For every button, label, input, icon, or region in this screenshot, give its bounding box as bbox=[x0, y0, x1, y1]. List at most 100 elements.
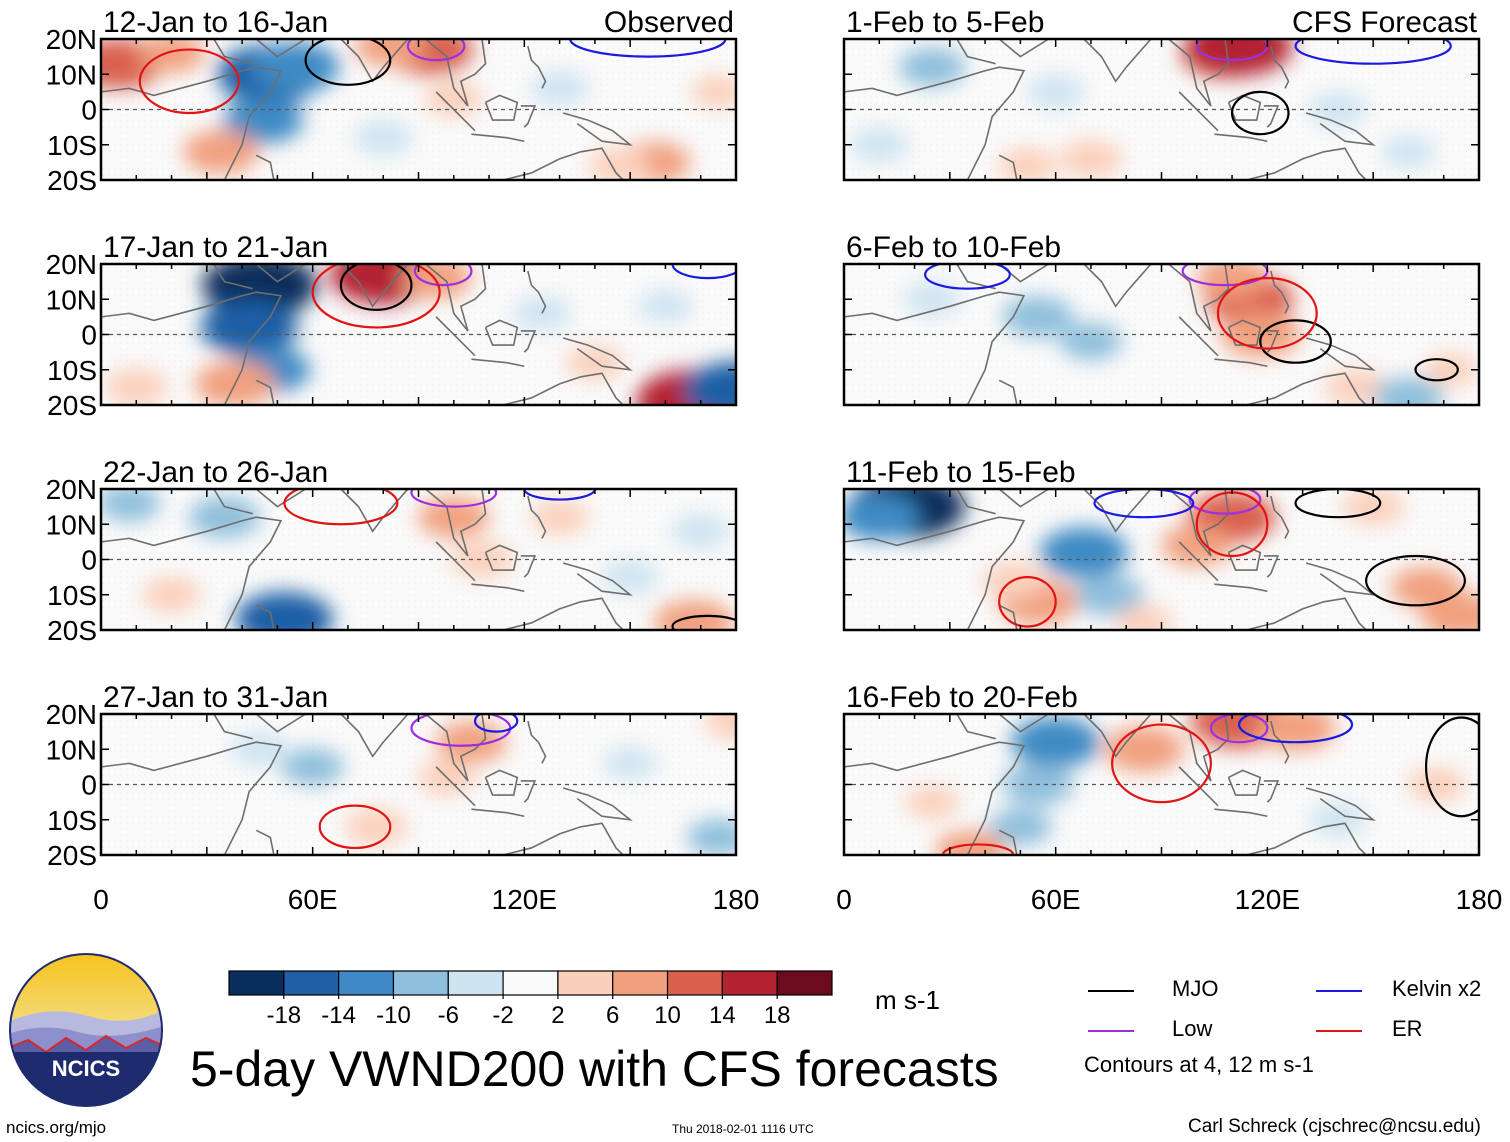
contour-lines bbox=[283, 489, 736, 630]
panel-4: 20N 10N 0 10S 20S 27-Jan to 31-Jan 0 60E 120E 180 bbox=[46, 681, 760, 915]
anomaly-blob bbox=[1026, 74, 1085, 110]
anomaly-blob bbox=[424, 81, 483, 117]
y-tick-label: 20N bbox=[46, 24, 97, 55]
anomaly-blob bbox=[1196, 264, 1268, 299]
y-tick-label: 20S bbox=[47, 840, 97, 871]
anomaly-blob bbox=[1002, 296, 1074, 338]
anomaly-blob bbox=[671, 513, 730, 549]
y-tick-label: 10S bbox=[47, 805, 97, 836]
colorbar-label: 2 bbox=[551, 1002, 564, 1029]
panel-title: 6-Feb to 10-Feb bbox=[846, 231, 1061, 264]
anomaly-blob bbox=[183, 129, 259, 174]
y-tick-label: 20N bbox=[46, 699, 97, 730]
anomaly-blob bbox=[704, 714, 736, 740]
contour-mjo bbox=[1424, 716, 1479, 818]
contour-er bbox=[311, 264, 441, 329]
anomaly-blob bbox=[435, 721, 508, 763]
panel-title: 17-Jan to 21-Jan bbox=[103, 231, 328, 264]
colorbar-swatch bbox=[447, 970, 504, 996]
y-tick-label: 10N bbox=[46, 59, 97, 90]
y-tick-label: 10N bbox=[46, 734, 97, 765]
anomaly-blob bbox=[1372, 377, 1445, 405]
colorbar-swatch bbox=[338, 970, 395, 996]
anomaly-blob bbox=[105, 368, 168, 405]
contour-mjo bbox=[304, 39, 392, 86]
contour-lines bbox=[941, 714, 1479, 855]
y-tick-label: 0 bbox=[81, 320, 97, 351]
contour-lines bbox=[311, 264, 736, 329]
anomaly-blob bbox=[142, 577, 201, 613]
colorbar-swatch bbox=[392, 970, 449, 996]
legend-label-low: Low bbox=[1172, 1016, 1213, 1041]
panel-title: 1-Feb to 5-Feb bbox=[846, 6, 1044, 39]
panel-1: 20N 10N 0 10S 20S 12-Jan to 16-Jan Observed bbox=[46, 6, 738, 196]
colorbar-label: -14 bbox=[321, 1002, 356, 1029]
anomaly-blob bbox=[998, 148, 1057, 180]
x-tick-label: 180 bbox=[1456, 884, 1503, 915]
anomaly-blob bbox=[903, 281, 962, 317]
panel-tag: CFS Forecast bbox=[1292, 6, 1478, 39]
contour-note: Contours at 4, 12 m s-1 bbox=[1084, 1052, 1314, 1077]
legend-line-mjo bbox=[1088, 990, 1134, 992]
x-tick-label: 60E bbox=[288, 884, 338, 915]
colorbar-swatch bbox=[283, 970, 340, 996]
contour-mjo bbox=[1259, 319, 1332, 364]
contour-er bbox=[318, 804, 392, 850]
contour-er bbox=[283, 489, 399, 526]
panel-title: 11-Feb to 15-Feb bbox=[846, 456, 1076, 489]
anomaly-blob bbox=[1072, 573, 1145, 616]
anomaly-blob bbox=[1114, 605, 1173, 630]
coastlines bbox=[101, 714, 633, 855]
contour-kelvin-x2 bbox=[1294, 39, 1452, 65]
contour-low bbox=[413, 264, 473, 287]
anomaly-blob bbox=[1421, 592, 1479, 630]
footer-url[interactable]: ncics.org/mjo bbox=[6, 1118, 107, 1137]
contour-kelvin-x2 bbox=[671, 264, 736, 280]
contour-kelvin-x2 bbox=[473, 714, 519, 733]
coastlines bbox=[101, 264, 633, 405]
anomaly-blob bbox=[1185, 39, 1293, 76]
footer-author: Carl Schreck (cjschrec@ncsu.edu) bbox=[1188, 1116, 1481, 1137]
anomaly-blob bbox=[530, 70, 589, 106]
anomaly-blob bbox=[281, 748, 344, 786]
x-tick-label: 120E bbox=[492, 884, 557, 915]
colorbar-label: 10 bbox=[654, 1002, 681, 1029]
anomaly-blob bbox=[200, 300, 298, 355]
colorbar-swatch bbox=[228, 970, 285, 996]
logo-text: NCICS bbox=[52, 1056, 120, 1081]
contour-low bbox=[410, 489, 498, 508]
footer-timestamp: Thu 2018-02-01 1116 UTC bbox=[672, 1122, 814, 1136]
colorbar-swatch bbox=[557, 970, 614, 996]
contour-er bbox=[1216, 277, 1318, 350]
anomaly-blob bbox=[344, 808, 408, 846]
y-tick-label: 0 bbox=[81, 545, 97, 576]
y-tick-label: 20N bbox=[46, 249, 97, 280]
y-tick-label: 0 bbox=[81, 770, 97, 801]
panel-title: 27-Jan to 31-Jan bbox=[103, 681, 328, 714]
anomaly-blob bbox=[1059, 322, 1123, 361]
anomaly-blob bbox=[250, 41, 340, 93]
contour-kelvin-x2 bbox=[569, 39, 727, 58]
colorbar-swatch bbox=[612, 970, 669, 996]
anomaly-blob bbox=[653, 599, 734, 630]
colorbar-swatch bbox=[666, 970, 723, 996]
anomaly-blob bbox=[223, 97, 304, 144]
colorbar-label: -10 bbox=[376, 1002, 411, 1029]
anomaly-blob bbox=[844, 494, 920, 541]
colorbar-label: -18 bbox=[266, 1002, 301, 1029]
anomaly-blob bbox=[138, 39, 205, 73]
anomaly-blob bbox=[682, 361, 736, 405]
coastlines bbox=[101, 39, 633, 180]
y-tick-label: 20S bbox=[47, 390, 97, 421]
y-tick-label: 20S bbox=[47, 615, 97, 646]
anomaly-blob bbox=[1423, 353, 1478, 387]
anomaly-blob bbox=[1011, 717, 1101, 768]
ncics-logo[interactable]: NCICS bbox=[8, 952, 164, 1108]
anomaly-blob bbox=[905, 785, 959, 819]
y-tick-label: 0 bbox=[81, 95, 97, 126]
anomaly-blob bbox=[601, 559, 660, 595]
anomaly-blob bbox=[687, 818, 736, 855]
colorbar-label: -2 bbox=[492, 1002, 513, 1029]
x-tick-label: 180 bbox=[713, 884, 760, 915]
contour-kelvin-x2 bbox=[523, 489, 596, 501]
